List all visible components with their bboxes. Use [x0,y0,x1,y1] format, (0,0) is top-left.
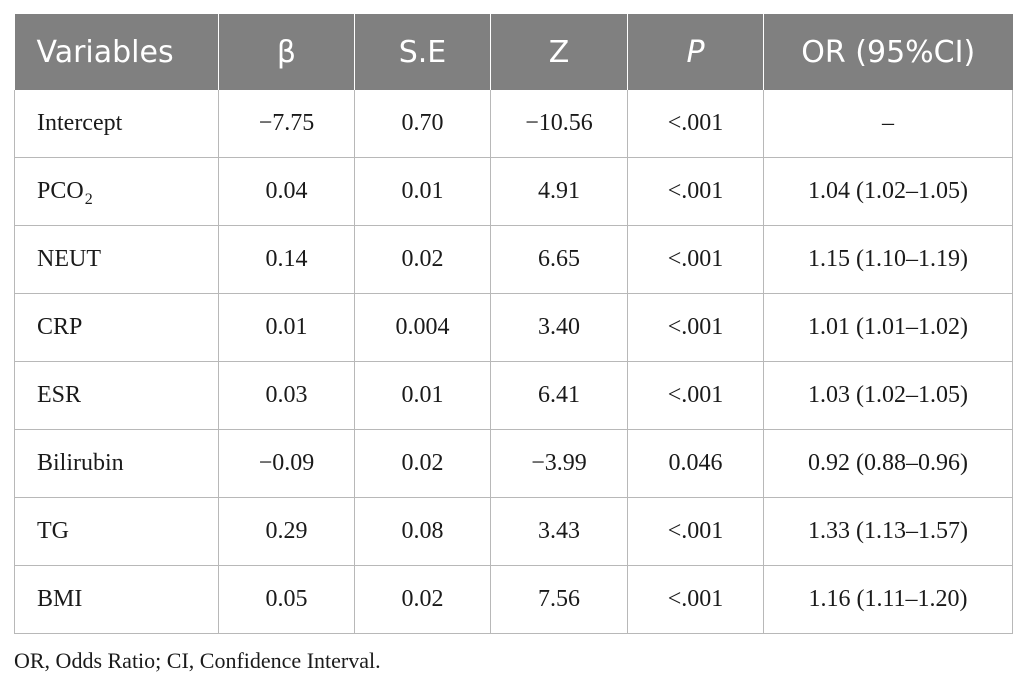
header-beta: β [218,14,355,90]
header-or-ci: OR (95%CI) [763,14,1013,90]
cell-beta: 0.05 [218,565,355,634]
cell-or: 1.33 (1.13–1.57) [763,497,1013,566]
cell-se: 0.02 [354,565,491,634]
cell-beta: 0.03 [218,361,355,430]
cell-beta: 0.29 [218,497,355,566]
cell-se: 0.08 [354,497,491,566]
cell-variable: PCO2 [14,157,219,226]
cell-z: 7.56 [490,565,628,634]
cell-or: 1.03 (1.02–1.05) [763,361,1013,430]
table-row: PCO2 0.04 0.01 4.91 <.001 1.04 (1.02–1.0… [14,157,1013,226]
header-z: Z [490,14,628,90]
cell-or: 1.15 (1.10–1.19) [763,225,1013,294]
cell-beta: −0.09 [218,429,355,498]
table-row: ESR 0.03 0.01 6.41 <.001 1.03 (1.02–1.05… [14,361,1013,430]
header-se: S.E [354,14,491,90]
table-footnote: OR, Odds Ratio; CI, Confidence Interval. [14,648,381,673]
cell-z: 6.65 [490,225,628,294]
header-variables: Variables [14,14,219,90]
variable-subscript: 2 [84,191,93,208]
cell-variable: ESR [14,361,219,430]
cell-beta: 0.14 [218,225,355,294]
cell-z: 3.43 [490,497,628,566]
variable-label: PCO [37,178,84,204]
regression-table: Variables β S.E Z P OR (95%CI) Intercept… [14,14,1013,634]
cell-variable: TG [14,497,219,566]
cell-se: 0.01 [354,361,491,430]
table-row: BMI 0.05 0.02 7.56 <.001 1.16 (1.11–1.20… [14,565,1013,634]
cell-p: <.001 [627,90,764,158]
cell-variable: CRP [14,293,219,362]
cell-z: 6.41 [490,361,628,430]
cell-or: 1.01 (1.01–1.02) [763,293,1013,362]
cell-beta: 0.01 [218,293,355,362]
cell-p: 0.046 [627,429,764,498]
table-row: CRP 0.01 0.004 3.40 <.001 1.01 (1.01–1.0… [14,293,1013,362]
cell-variable: Bilirubin [14,429,219,498]
cell-p: <.001 [627,225,764,294]
table-row: NEUT 0.14 0.02 6.65 <.001 1.15 (1.10–1.1… [14,225,1013,294]
cell-or: 0.92 (0.88–0.96) [763,429,1013,498]
cell-variable: Intercept [14,90,219,158]
cell-p: <.001 [627,157,764,226]
cell-se: 0.02 [354,429,491,498]
header-p: P [627,14,764,90]
cell-or: 1.04 (1.02–1.05) [763,157,1013,226]
cell-p: <.001 [627,293,764,362]
table-row: Intercept −7.75 0.70 −10.56 <.001 – [14,90,1013,158]
cell-variable: BMI [14,565,219,634]
table-row: TG 0.29 0.08 3.43 <.001 1.33 (1.13–1.57) [14,497,1013,566]
cell-se: 0.70 [354,90,491,158]
cell-z: 4.91 [490,157,628,226]
cell-p: <.001 [627,497,764,566]
cell-variable: NEUT [14,225,219,294]
cell-beta: 0.04 [218,157,355,226]
table-header-row: Variables β S.E Z P OR (95%CI) [14,14,1013,90]
cell-z: 3.40 [490,293,628,362]
cell-se: 0.02 [354,225,491,294]
cell-p: <.001 [627,361,764,430]
regression-table-container: Variables β S.E Z P OR (95%CI) Intercept… [14,14,1013,634]
cell-p: <.001 [627,565,764,634]
cell-se: 0.01 [354,157,491,226]
cell-or: 1.16 (1.11–1.20) [763,565,1013,634]
table-row: Bilirubin −0.09 0.02 −3.99 0.046 0.92 (0… [14,429,1013,498]
cell-z: −10.56 [490,90,628,158]
cell-se: 0.004 [354,293,491,362]
cell-beta: −7.75 [218,90,355,158]
cell-z: −3.99 [490,429,628,498]
cell-or: – [763,90,1013,158]
